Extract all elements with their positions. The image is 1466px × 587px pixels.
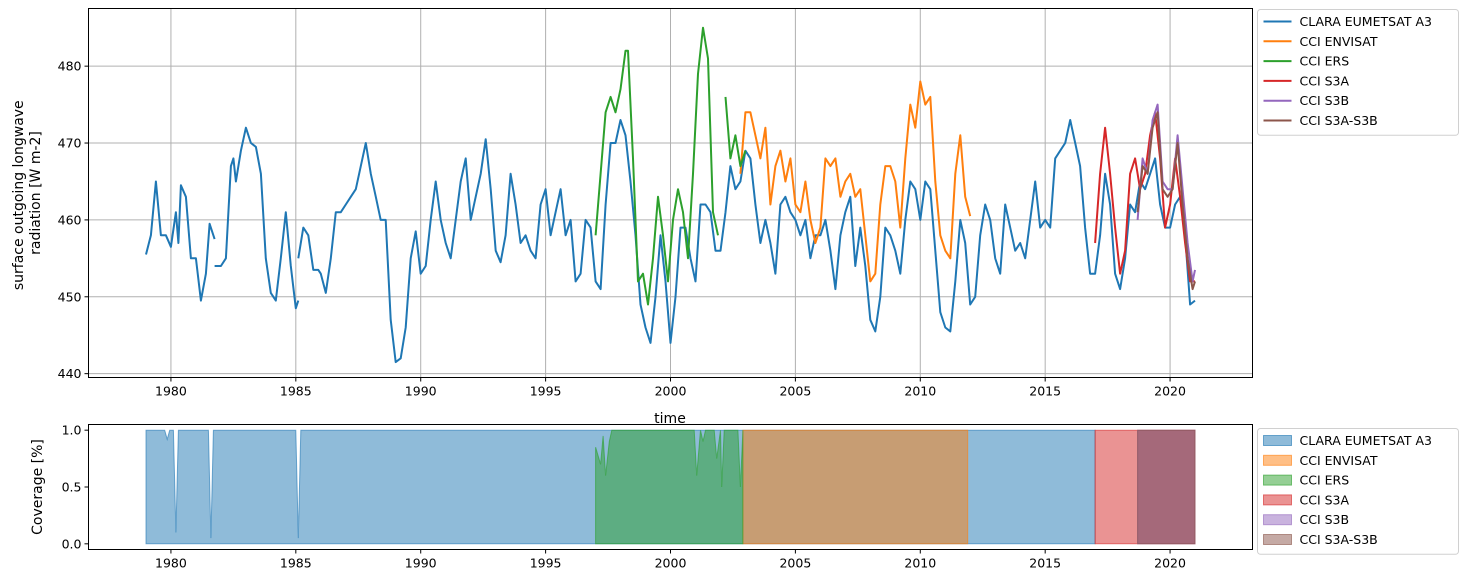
bottom-ticks: 1980 1985 1990 1995 2000 2005 2010 2015 2020 0.0 0… [62, 423, 1186, 571]
top-xtick-label-2000: 2000 [655, 384, 687, 399]
bottom-xtick-label-1985: 1985 [280, 556, 312, 571]
coverage-legend-label-clara-eumetsat-a3: CLARA EUMETSAT A3 [1300, 433, 1432, 448]
top-series [145, 26, 1196, 364]
top-xtick-label-2005: 2005 [779, 384, 811, 399]
top-y-axis-label: surface outgoing longwave radiation [W m… [11, 96, 44, 290]
coverage-plot: 1980 1985 1990 1995 2000 2005 2010 2015 2020 0.0 0… [30, 423, 1459, 571]
coverage-legend-patch-cci-s3a [1263, 494, 1292, 506]
top-xtick-label-1990: 1990 [405, 384, 437, 399]
bottom-xtick-label-1980: 1980 [155, 556, 187, 571]
coverage-legend-patch-cci-s3b [1263, 514, 1292, 526]
main-plot: 1980 1985 1990 1995 2000 2005 2010 2015 2020 440 4… [11, 8, 1459, 427]
coverage-legend-label-cci-s3a-s3b: CCI S3A-S3B [1300, 532, 1378, 547]
coverage-legend-label-cci-envisat: CCI ENVISAT [1300, 453, 1378, 468]
coverage-legend-label-cci-ers: CCI ERS [1300, 473, 1350, 488]
coverage-legend-patch-cci-envisat [1263, 454, 1292, 466]
coverage-legend-label-cci-s3a: CCI S3A [1300, 492, 1350, 507]
series-line-cci-s3a [1094, 111, 1195, 283]
legend-label-clara-eumetsat-a3: CLARA EUMETSAT A3 [1300, 14, 1432, 29]
top-legend-box [1257, 9, 1459, 136]
legend-label-cci-ers: CCI ERS [1300, 54, 1350, 69]
legend-label-cci-s3a: CCI S3A [1300, 73, 1350, 88]
legend-label-cci-s3a-s3b: CCI S3A-S3B [1300, 113, 1378, 128]
coverage-area-cci-envisat [742, 429, 969, 545]
bottom-ytick-label-2: 1.0 [62, 423, 82, 438]
legend-label-cci-s3b: CCI S3B [1300, 93, 1350, 108]
coverage-legend-patch-cci-s3a-s3b [1263, 534, 1292, 545]
top-ytick-label-480: 480 [58, 59, 82, 74]
top-y-axis-label-line-1: surface outgoing longwave [11, 100, 27, 290]
bottom-xtick-label-1995: 1995 [530, 556, 562, 571]
bottom-ytick-label-1: 0.5 [62, 480, 82, 495]
top-legend: CLARA EUMETSAT A3 CCI ENVISAT CCI ERS CCI S… [1257, 9, 1459, 136]
top-xtick-label-1980: 1980 [155, 384, 187, 399]
bottom-legend-box [1257, 428, 1459, 555]
coverage-area-cci-ers [595, 429, 744, 545]
top-grid [88, 8, 1253, 378]
coverage-area-cci-s3a-s3b [1137, 429, 1196, 545]
bottom-ytick-label-0: 0.0 [62, 536, 82, 551]
bottom-legend: CLARA EUMETSAT A3 CCI ENVISAT CCI ERS CCI S… [1257, 428, 1459, 555]
top-ytick-label-460: 460 [58, 212, 82, 227]
top-x-axis-label: time [654, 411, 686, 427]
top-ytick-label-470: 470 [58, 136, 82, 151]
top-xtick-label-2020: 2020 [1154, 384, 1186, 399]
legend-label-cci-envisat: CCI ENVISAT [1300, 34, 1378, 49]
top-xtick-label-2015: 2015 [1029, 384, 1061, 399]
series-line-cci-envisat [739, 80, 972, 283]
top-ytick-label-450: 450 [58, 289, 82, 304]
top-xtick-label-1985: 1985 [280, 384, 312, 399]
bottom-xtick-label-2020: 2020 [1154, 556, 1186, 571]
series-line-cci-s3a-s3b [1136, 111, 1196, 291]
top-ytick-label-440: 440 [58, 366, 82, 381]
bottom-xtick-label-2000: 2000 [655, 556, 687, 571]
bottom-xtick-label-1990: 1990 [405, 556, 437, 571]
top-xtick-label-2010: 2010 [904, 384, 936, 399]
bottom-xtick-label-2015: 2015 [1029, 556, 1061, 571]
coverage-legend-patch-cci-ers [1263, 474, 1292, 486]
bottom-y-axis-label: Coverage [%] [30, 439, 46, 535]
series-line-cci-ers [594, 26, 747, 306]
bottom-xtick-label-2005: 2005 [779, 556, 811, 571]
top-xtick-label-1995: 1995 [530, 384, 562, 399]
coverage-legend-label-cci-s3b: CCI S3B [1300, 512, 1350, 527]
bottom-xtick-label-2010: 2010 [904, 556, 936, 571]
coverage-legend-patch-clara-eumetsat-a3 [1263, 435, 1292, 446]
top-ticks: 1980 1985 1990 1995 2000 2005 2010 2015 2020 440 4… [58, 59, 1186, 399]
bottom-series [145, 429, 1196, 545]
top-y-axis-label-line-2: radiation [W m-2] [28, 131, 44, 255]
